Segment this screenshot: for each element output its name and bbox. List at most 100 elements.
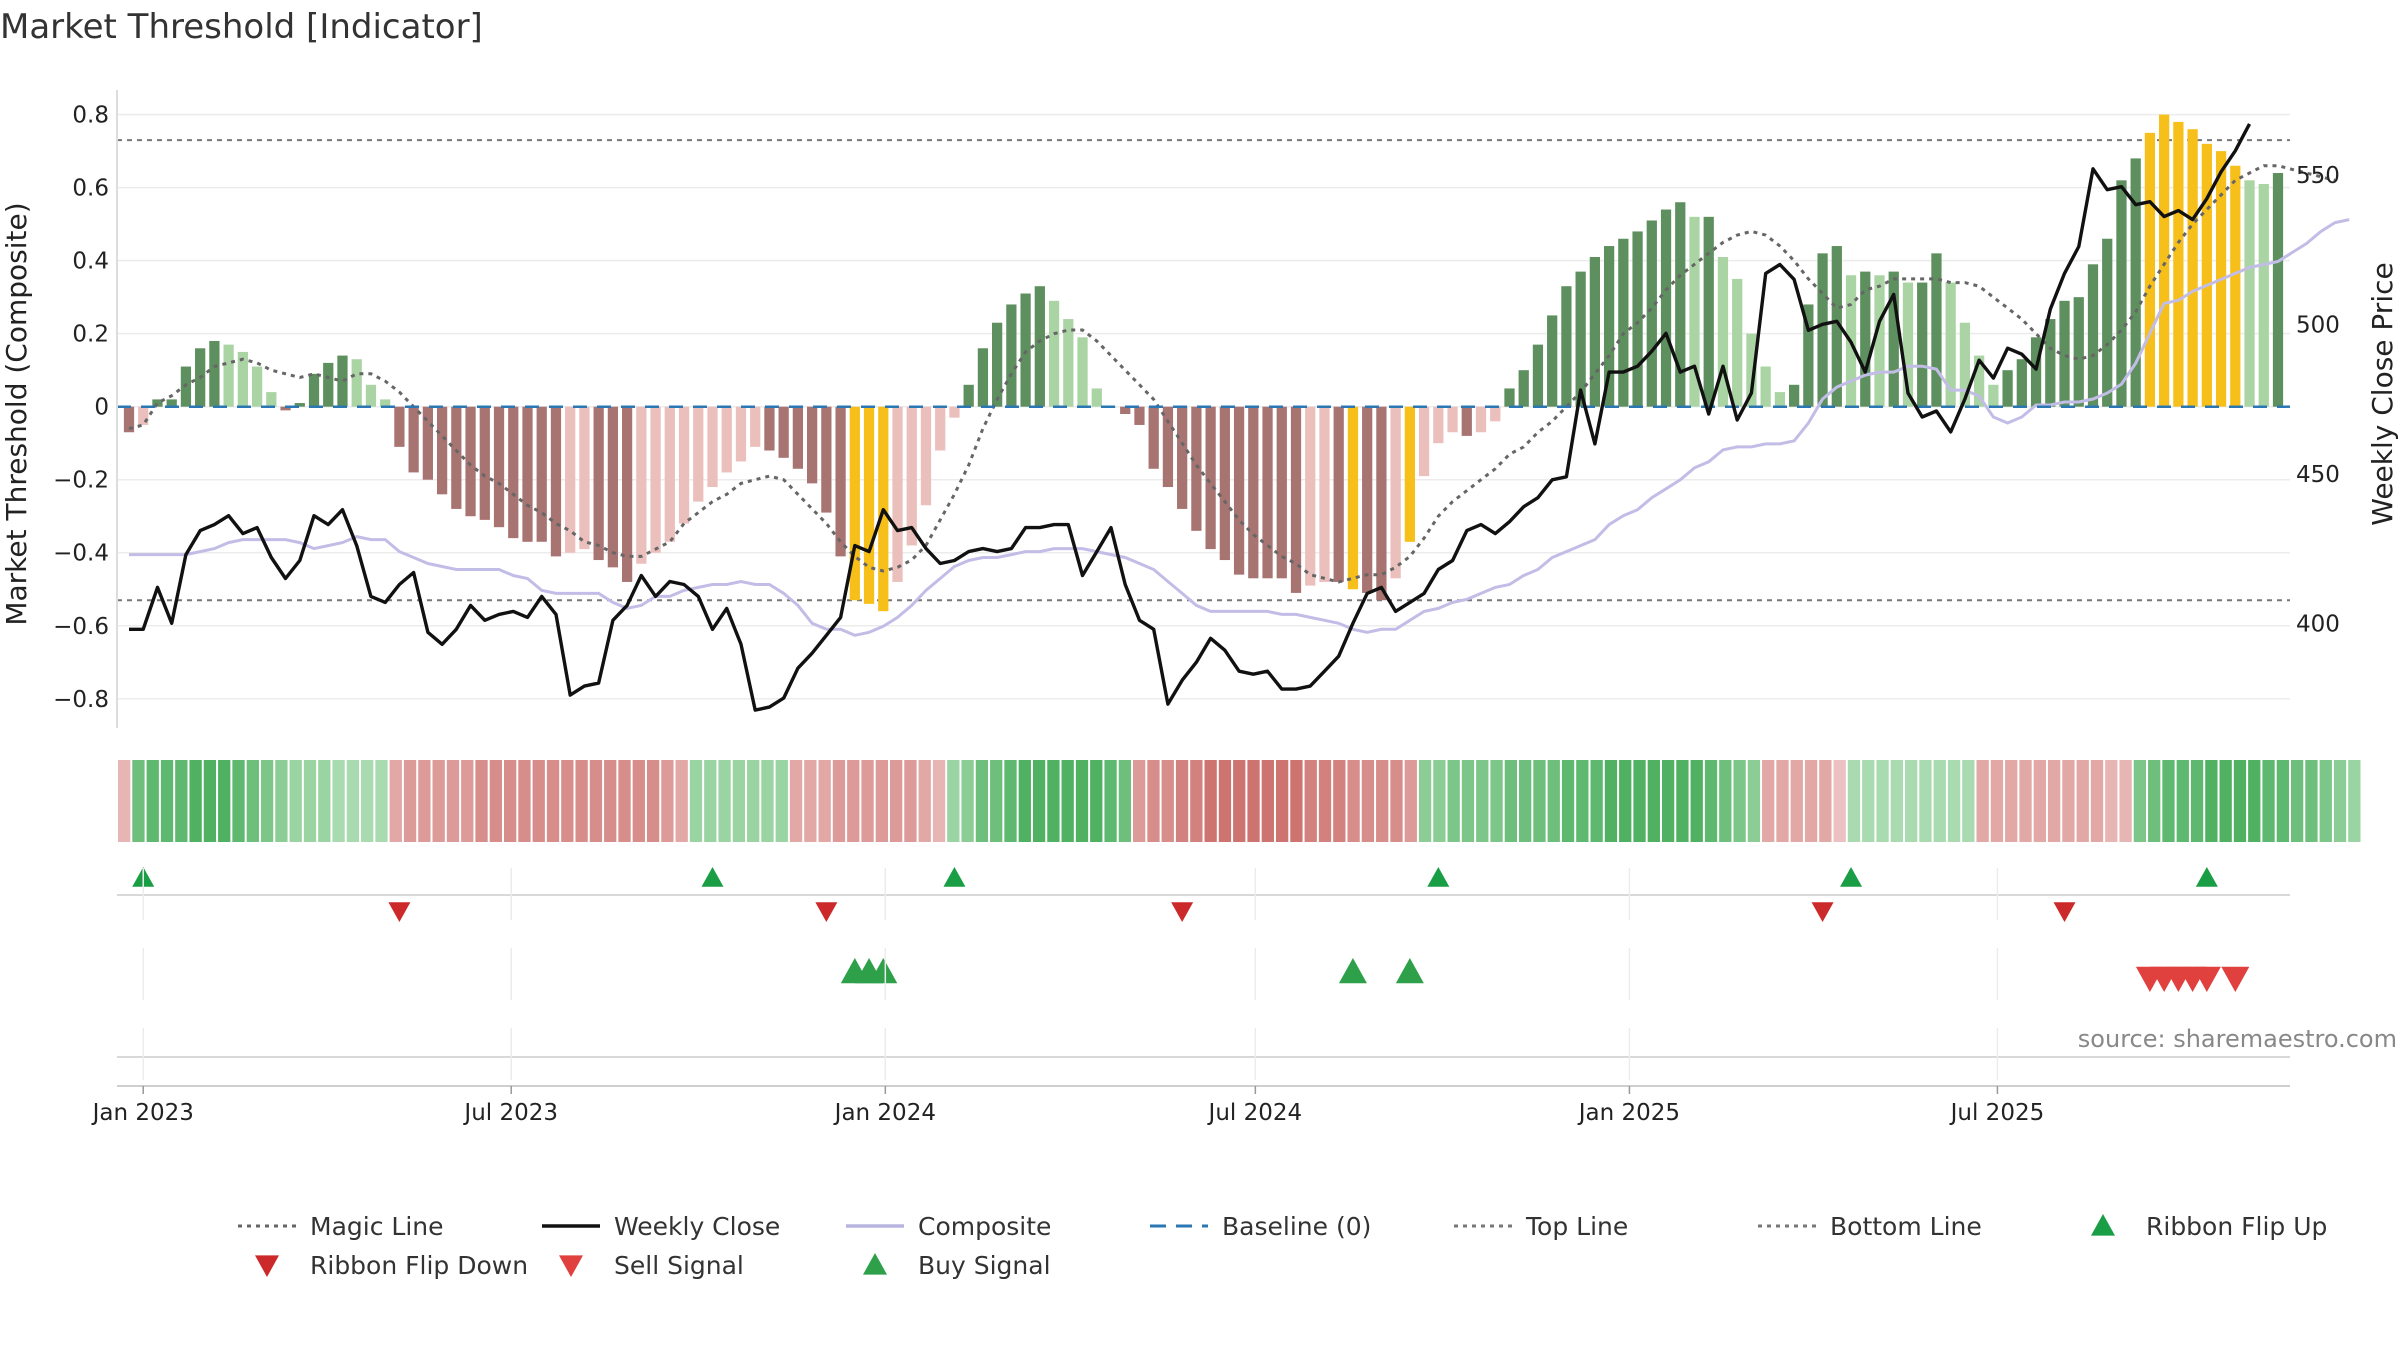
composite-bar	[451, 406, 462, 509]
ribbon-cell	[832, 760, 846, 842]
composite-bar	[436, 406, 448, 495]
composite-bar	[892, 406, 903, 582]
ribbon-cell	[1347, 760, 1360, 842]
ribbon-cell	[1218, 760, 1232, 842]
ribbon-cell	[2047, 760, 2061, 842]
y-tick-label: −0.8	[53, 687, 109, 713]
ribbon-cell	[1075, 760, 1089, 842]
composite-bar	[1974, 355, 1985, 407]
y2-tick-label: 500	[2296, 312, 2340, 338]
ribbon-cell	[718, 760, 731, 842]
y2-axis-title: Weekly Close Price	[2366, 262, 2399, 525]
ribbon-cell	[1590, 760, 1603, 842]
composite-bar	[2059, 300, 2070, 407]
composite-bar	[2272, 173, 2284, 407]
composite-bars	[123, 114, 2284, 612]
legend-label: Magic Line	[310, 1212, 444, 1241]
composite-bar	[664, 406, 675, 542]
ribbon-cell	[1433, 760, 1446, 842]
composite-bar	[1034, 286, 1045, 407]
y-tick-label: −0.4	[53, 541, 109, 567]
ribbon-cell	[975, 760, 989, 842]
composite-bar	[1888, 271, 1899, 407]
composite-bar	[365, 384, 377, 407]
composite-bar	[1817, 253, 1828, 407]
signal-markers	[132, 867, 2250, 992]
ribbon-cell	[1376, 760, 1389, 842]
ribbon-cell	[1461, 760, 1475, 842]
x-tick-label: Jan 2023	[91, 1100, 194, 1126]
sell-signal-marker	[2221, 966, 2250, 992]
composite-bar	[2201, 143, 2212, 407]
composite-bar	[821, 406, 832, 513]
ribbon-cell	[861, 760, 874, 842]
ribbon-cell	[175, 760, 188, 842]
composite-bar	[2258, 183, 2269, 407]
composite-bar	[1219, 406, 1230, 561]
x-tick-label: Jul 2025	[1949, 1100, 2045, 1126]
ribbon-cell	[246, 760, 259, 842]
ribbon-cell	[1762, 760, 1775, 842]
composite-bar	[408, 406, 419, 473]
composite-bar	[835, 406, 846, 557]
composite-bar	[1276, 406, 1287, 579]
composite-bar	[2159, 114, 2170, 407]
ribbon-cell	[1504, 760, 1518, 842]
ribbon-cell	[489, 760, 502, 842]
composite-bar	[138, 406, 149, 425]
ribbon-cell	[789, 760, 803, 842]
composite-bar	[337, 355, 348, 407]
ribbon-cell	[160, 760, 174, 842]
composite-bar	[308, 373, 320, 407]
composite-bar	[678, 406, 690, 524]
composite-bar	[550, 406, 562, 557]
composite-bar	[1319, 406, 1330, 582]
y-tick-label: −0.6	[53, 614, 109, 640]
y-axis-title: Market Threshold (Composite)	[0, 202, 33, 625]
ribbon-cell	[1190, 760, 1203, 842]
ribbon-cell	[2319, 760, 2332, 842]
ribbon-cell	[346, 760, 360, 842]
ribbon-cell	[1447, 760, 1460, 842]
composite-bar	[764, 406, 775, 451]
x-tick-label: Jul 2023	[462, 1100, 558, 1126]
composite-bar	[1205, 406, 1216, 550]
composite-bar	[1561, 286, 1572, 407]
legend-label: Ribbon Flip Up	[2146, 1212, 2327, 1241]
ribbon-cell	[532, 760, 545, 842]
composite-bar	[237, 351, 248, 407]
ribbon-cell	[761, 760, 774, 842]
ribbon-cell	[2291, 760, 2304, 842]
composite-bar	[1618, 238, 1629, 407]
ribbon-cell	[2105, 760, 2118, 842]
composite-bar	[693, 406, 704, 502]
ribbon-cell	[1719, 760, 1732, 842]
composite-bar	[1077, 337, 1088, 407]
ribbon-strip	[118, 760, 2361, 842]
ribbon-cell	[1976, 760, 1989, 842]
y-tick-label: −0.2	[53, 468, 109, 494]
legend-swatch	[863, 1253, 887, 1275]
ribbon-cell	[461, 760, 474, 842]
composite-bar	[2073, 297, 2084, 407]
ribbon-cell	[2062, 760, 2075, 842]
ribbon-cell	[1690, 760, 1703, 842]
ribbon-cell	[675, 760, 688, 842]
composite-bar	[1475, 406, 1487, 433]
ribbon-cell	[318, 760, 331, 842]
ribbon-cell	[561, 760, 574, 842]
ribbon-cell	[475, 760, 488, 842]
y-tick-label: 0.2	[72, 322, 109, 348]
composite-bar	[1305, 406, 1316, 586]
ribbon-cell	[1576, 760, 1589, 842]
composite-bar	[508, 406, 519, 539]
x-axis: Jan 2023 Jul 2023 Jan 2024 Jul 2024 Jan 2025…	[91, 868, 2290, 1126]
ribbon-cell	[2133, 760, 2147, 842]
ribbon-cell	[1318, 760, 1332, 842]
composite-bar	[1603, 246, 1615, 407]
ribbon-cell	[2333, 760, 2347, 842]
ribbon-cell	[1790, 760, 1803, 842]
composite-bar	[323, 362, 334, 407]
composite-bar	[1333, 406, 1344, 582]
legend-swatch	[255, 1255, 279, 1277]
